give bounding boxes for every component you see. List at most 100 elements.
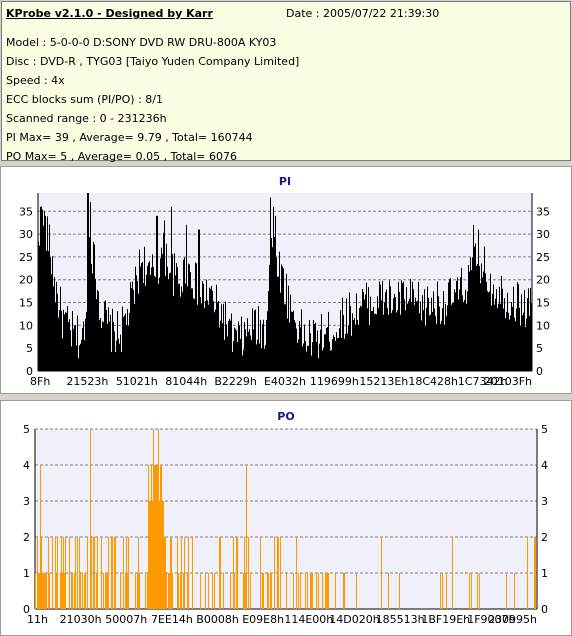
pi-bar	[215, 309, 216, 371]
y-tick-label: 25	[19, 251, 33, 264]
pi-bar	[331, 350, 332, 371]
po-bar	[177, 537, 178, 609]
pi-bar	[147, 266, 148, 371]
po-bar	[74, 573, 75, 609]
pi-bar	[277, 276, 278, 371]
pi-bar	[194, 299, 195, 371]
pi-bar	[308, 345, 309, 371]
pi-bar	[392, 310, 393, 371]
pi-bar	[486, 281, 487, 371]
pi-bar	[250, 335, 251, 371]
pi-bar	[150, 274, 151, 371]
pi-bar	[216, 284, 217, 371]
pi-bar	[244, 321, 245, 371]
y-tick-label: 3	[23, 495, 30, 508]
pi-bar	[99, 319, 100, 371]
pi-bar	[451, 304, 452, 371]
pi-bar	[232, 351, 233, 371]
pi-bar	[132, 281, 133, 371]
pi-bar	[155, 276, 156, 371]
po-bar	[85, 573, 86, 609]
po-bar	[168, 573, 169, 609]
pi-bar	[195, 262, 196, 371]
pi-bar	[384, 302, 385, 371]
pi-bar	[409, 298, 410, 371]
pi-bar	[127, 309, 128, 371]
pi-bar	[203, 283, 204, 371]
pi-bar	[492, 293, 493, 371]
pi-bar	[429, 315, 430, 371]
pi-bar	[290, 294, 291, 371]
pi-bar	[480, 283, 481, 371]
po-bar	[326, 573, 327, 609]
x-tick-label: 1BF19Eh	[421, 613, 470, 626]
po-bar	[46, 573, 47, 609]
pi-bar	[399, 291, 400, 371]
pi-bar	[86, 311, 87, 371]
pi-bar	[261, 348, 262, 371]
pi-bar	[460, 277, 461, 371]
po-bar	[280, 537, 281, 609]
po-bar	[126, 537, 127, 609]
po-bar	[139, 573, 140, 609]
pi-bar	[170, 272, 171, 371]
pi-bar	[446, 316, 447, 371]
pi-bar	[228, 321, 229, 371]
pi-series	[38, 193, 532, 371]
pi-bar	[140, 266, 141, 371]
pi-bar	[366, 282, 367, 371]
po-bar	[263, 573, 264, 609]
pi-bar	[432, 311, 433, 371]
pi-bar	[210, 288, 211, 371]
pi-bar	[300, 327, 301, 371]
po-bar	[316, 573, 317, 609]
pi-bar	[90, 202, 91, 371]
pi-bar	[218, 300, 219, 371]
pi-bar	[373, 306, 374, 371]
pi-bar	[336, 332, 337, 371]
po-bar	[325, 573, 326, 609]
pi-bar	[385, 292, 386, 371]
pi-bar	[521, 294, 522, 371]
pi-bar	[427, 286, 428, 371]
po-bar	[135, 573, 136, 609]
po-bar	[188, 537, 189, 609]
pi-bar	[424, 289, 425, 371]
pi-bar	[154, 275, 155, 371]
pi-bar	[46, 250, 47, 371]
pi-bar	[111, 351, 112, 371]
pi-bar	[319, 343, 320, 371]
pi-summary-line: PI Max= 39 , Average= 9.79 , Total= 1607…	[6, 131, 253, 144]
pi-bar	[67, 305, 68, 371]
y-tick-label: 30	[19, 228, 33, 241]
pi-bar	[310, 333, 311, 371]
pi-bar	[129, 312, 130, 371]
po-bar	[220, 537, 221, 609]
pi-bar	[107, 323, 108, 371]
pi-bar	[181, 286, 182, 371]
pi-bar	[206, 279, 207, 371]
ecc-line: ECC blocks sum (PI/PO) : 8/1	[6, 93, 163, 106]
pi-bar	[469, 271, 470, 371]
pi-bar	[320, 329, 321, 371]
po-bar	[148, 465, 149, 609]
pi-bar	[146, 274, 147, 371]
pi-bar	[377, 296, 378, 371]
po-series	[35, 429, 536, 609]
po-bar	[471, 573, 472, 609]
pi-bar	[379, 281, 380, 371]
pi-bar	[125, 313, 126, 371]
pi-bar	[156, 215, 157, 371]
pi-bar	[452, 302, 453, 371]
pi-bar	[340, 310, 341, 371]
pi-bar	[489, 291, 490, 371]
po-bar	[97, 537, 98, 609]
y-tick-label-right: 10	[536, 319, 550, 332]
po-bar	[128, 537, 129, 609]
pi-bar	[173, 296, 174, 371]
pi-bar	[263, 319, 264, 371]
pi-bar	[416, 301, 417, 371]
pi-bar	[367, 308, 368, 371]
pi-bar	[420, 301, 421, 371]
pi-bar	[318, 358, 319, 371]
